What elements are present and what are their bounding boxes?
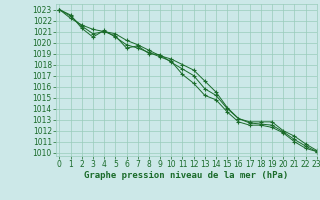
X-axis label: Graphe pression niveau de la mer (hPa): Graphe pression niveau de la mer (hPa) bbox=[84, 171, 289, 180]
